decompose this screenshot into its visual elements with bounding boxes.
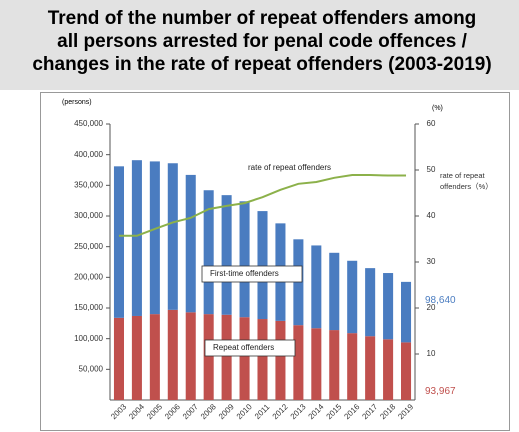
y-tick-label: 400,000 xyxy=(74,150,103,159)
bar xyxy=(311,245,322,329)
y2-tick-label: 10 xyxy=(427,349,436,358)
rate-line xyxy=(118,174,407,237)
y-axis-label: (persons) xyxy=(62,99,92,106)
bar xyxy=(185,174,196,313)
y2-note: rate of repeat xyxy=(440,171,486,180)
bar xyxy=(365,336,376,400)
bar xyxy=(401,342,412,400)
y2-note: offenders（%） xyxy=(440,182,493,191)
bar xyxy=(113,166,124,318)
bar xyxy=(401,281,412,343)
bar xyxy=(167,163,178,310)
bar xyxy=(275,320,286,400)
bar xyxy=(239,201,250,318)
value-label: 98,640 xyxy=(425,295,456,306)
bar xyxy=(203,314,214,400)
y-tick-label: 150,000 xyxy=(74,303,103,312)
chart-frame xyxy=(40,92,510,431)
bar xyxy=(113,317,124,400)
bar xyxy=(365,268,376,337)
y-tick-label: 450,000 xyxy=(74,119,103,128)
bar xyxy=(185,312,196,400)
bar xyxy=(383,273,394,340)
chart-title: changes in the rate of repeat offenders … xyxy=(32,54,491,75)
y2-tick-label: 20 xyxy=(427,303,436,312)
bar xyxy=(221,314,232,400)
bar xyxy=(221,195,232,315)
y-tick-label: 300,000 xyxy=(74,211,103,220)
bar xyxy=(329,330,340,400)
bar xyxy=(257,319,268,400)
bar xyxy=(347,333,358,400)
bar xyxy=(257,211,268,320)
title-band xyxy=(0,0,519,90)
bar xyxy=(149,161,160,315)
bar xyxy=(167,309,178,400)
bar xyxy=(347,260,358,334)
y2-tick-label: 30 xyxy=(427,257,436,266)
y-tick-label: 200,000 xyxy=(74,272,103,281)
chart-title: all persons arrested for penal code offe… xyxy=(57,31,467,52)
bar xyxy=(239,317,250,400)
y-tick-label: 250,000 xyxy=(74,242,103,251)
bar xyxy=(131,160,142,316)
y-tick-label: 350,000 xyxy=(74,180,103,189)
bar xyxy=(293,325,304,400)
value-label: 93,967 xyxy=(425,386,456,397)
series-label: rate of repeat offenders xyxy=(248,163,331,172)
y2-tick-label: 40 xyxy=(427,211,436,220)
y-tick-label: 100,000 xyxy=(74,334,103,343)
series-label: First-time offenders xyxy=(210,269,279,278)
y2-tick-label: 60 xyxy=(427,119,436,128)
bar xyxy=(311,328,322,400)
bar xyxy=(149,314,160,400)
chart-title: Trend of the number of repeat offenders … xyxy=(48,8,477,29)
series-label-box xyxy=(204,339,296,357)
bar xyxy=(383,339,394,400)
y2-axis-label: (%) xyxy=(432,105,443,112)
bar xyxy=(329,252,340,331)
series-label-box xyxy=(201,265,303,283)
bar xyxy=(203,190,214,315)
y2-tick-label: 50 xyxy=(427,165,436,174)
bar xyxy=(131,315,142,400)
y-tick-label: 50,000 xyxy=(79,364,104,373)
series-label: Repeat offenders xyxy=(213,343,274,352)
